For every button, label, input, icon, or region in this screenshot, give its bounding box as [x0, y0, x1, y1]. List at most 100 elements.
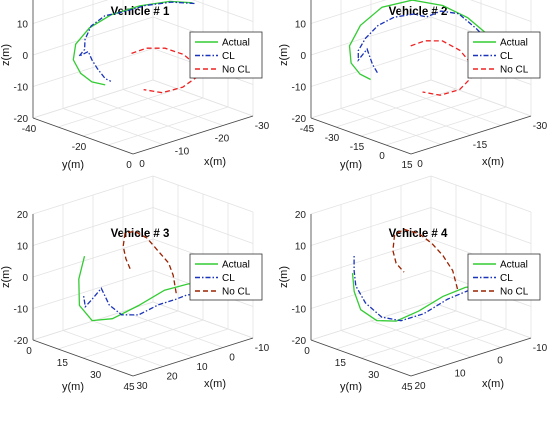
z-tick-label: 0	[22, 273, 28, 284]
z-tick-label: 0	[300, 273, 306, 284]
y-tick-label: 0	[26, 346, 32, 357]
gridline	[152, 301, 254, 339]
gridline	[57, 310, 179, 350]
y-tick-label: -15	[350, 142, 365, 153]
x-tick-label: 0	[497, 356, 503, 367]
gridline	[430, 79, 532, 117]
y-tick-label: 0	[126, 160, 132, 171]
gridline	[122, 89, 224, 126]
z-tick-label: 0	[22, 51, 28, 62]
x-tick-label: -30	[255, 121, 270, 132]
chart-title: Vehicle # 2	[389, 6, 448, 18]
y-tick-label: -20	[72, 142, 87, 153]
gridline	[32, 207, 154, 246]
gridline	[82, 97, 204, 137]
x-axis-label: x(m)	[204, 156, 226, 168]
legend-entry: CL	[500, 51, 513, 62]
x-tick-label: 0	[229, 353, 235, 364]
legend-entry: Actual	[500, 260, 528, 271]
x-tick-label: -30	[533, 121, 548, 132]
y-axis-line	[32, 339, 134, 377]
y-axis-line	[32, 117, 134, 155]
z-tick-label: -10	[14, 83, 29, 94]
x-tick-label: 10	[196, 362, 208, 373]
gridline	[32, 175, 154, 215]
x-tick-label: -15	[473, 140, 488, 151]
x-tick-label: -10	[255, 343, 270, 354]
legend-entry: No CL	[222, 287, 251, 298]
y-tick-label: 45	[401, 382, 413, 393]
x-axis-label: x(m)	[482, 156, 504, 168]
y-axis-line	[310, 339, 412, 377]
y-axis-label: y(m)	[62, 159, 84, 171]
y-axis-label: y(m)	[62, 381, 84, 393]
gridline	[360, 319, 482, 359]
legend-entry: CL	[222, 51, 235, 62]
z-tick-label: -20	[292, 114, 307, 125]
series-line-cl	[357, 10, 495, 74]
z-axis-label: z(m)	[278, 266, 290, 288]
chart-panel-1: Vehicle # 1-30-20-100-40-20020100-10-20x…	[0, 0, 270, 171]
gridline	[152, 79, 254, 117]
gridline	[82, 319, 204, 359]
z-tick-label: -10	[14, 305, 29, 316]
x-tick-label: 20	[166, 372, 178, 383]
legend-entry: No CL	[500, 65, 529, 76]
x-tick-label: -20	[215, 134, 230, 145]
gridline	[310, 79, 432, 119]
gridline	[400, 311, 502, 348]
x-axis-line	[132, 337, 254, 377]
gridline	[310, 301, 432, 341]
chart-title: Vehicle # 1	[111, 6, 170, 18]
gridline	[152, 175, 254, 213]
series-line-no-cl	[131, 47, 197, 94]
gridline	[430, 207, 532, 244]
gridline	[192, 0, 254, 22]
y-tick-label: -30	[325, 133, 340, 144]
z-tick-label: -20	[14, 114, 29, 125]
gridline	[430, 301, 532, 339]
chart-panel-3: Vehicle # 3-100102030015304520100-10-20x…	[0, 175, 270, 393]
z-axis-label: z(m)	[0, 44, 12, 66]
legend-entry: No CL	[222, 65, 251, 76]
series-line-no-cl	[410, 40, 473, 96]
legend-entry: Actual	[222, 260, 250, 271]
legend-entry: Actual	[500, 38, 528, 49]
y-tick-label: -40	[22, 124, 37, 135]
y-tick-label: 45	[123, 382, 135, 393]
z-tick-label: -10	[292, 305, 307, 316]
gridline	[430, 175, 532, 213]
legend-entry: Actual	[222, 38, 250, 49]
z-tick-label: -20	[292, 336, 307, 347]
series-line-no-cl	[392, 228, 459, 290]
legend-box	[467, 253, 541, 301]
y-axis-line	[310, 117, 412, 155]
y-tick-label: 15	[57, 358, 69, 369]
series-line-actual	[348, 0, 486, 81]
y-axis-label: y(m)	[340, 381, 362, 393]
y-tick-label: 15	[401, 160, 413, 171]
x-tick-label: 30	[136, 381, 148, 392]
y-tick-label: 0	[304, 346, 310, 357]
legend-entry: CL	[222, 273, 235, 284]
z-tick-label: 10	[17, 242, 29, 253]
x-axis-label: x(m)	[482, 378, 504, 390]
x-axis-label: x(m)	[204, 378, 226, 390]
z-tick-label: 10	[295, 20, 307, 31]
y-tick-label: 30	[90, 370, 102, 381]
x-axis-line	[410, 337, 532, 377]
gridline	[310, 175, 432, 215]
gridline	[310, 0, 387, 24]
gridline	[57, 88, 179, 128]
gridline	[400, 89, 502, 126]
z-axis-label: z(m)	[278, 44, 290, 66]
y-tick-label: 30	[368, 370, 380, 381]
legend-entry: CL	[500, 273, 513, 284]
legend-box	[467, 31, 541, 79]
gridline	[470, 0, 532, 22]
z-tick-label: 20	[295, 210, 307, 221]
z-tick-label: 10	[295, 242, 307, 253]
legend-entry: No CL	[500, 287, 529, 298]
y-tick-label: -45	[300, 124, 315, 135]
